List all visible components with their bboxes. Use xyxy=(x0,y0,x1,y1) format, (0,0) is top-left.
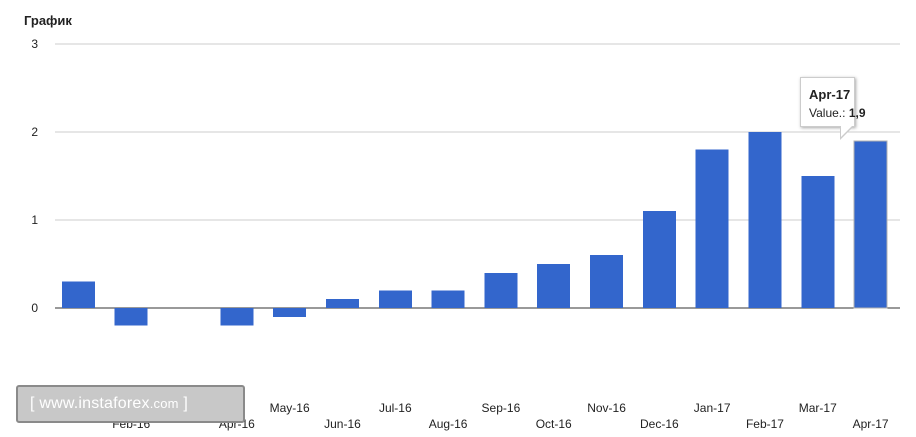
bar-apr-17 xyxy=(853,140,888,309)
x-tick-label: Oct-16 xyxy=(536,417,572,431)
watermark-bracket-close: ] xyxy=(183,395,189,412)
bar-dec-16 xyxy=(642,211,676,308)
x-tick-label: Aug-16 xyxy=(429,417,468,431)
bar-mar-17 xyxy=(801,176,835,308)
watermark-text: www.instaforex xyxy=(39,395,150,412)
x-tick-label: Apr-17 xyxy=(853,417,889,431)
bar-jun-16 xyxy=(325,299,359,308)
bar-jul-16 xyxy=(378,290,412,308)
watermark-bracket-open: [ xyxy=(30,395,35,412)
watermark-logo: [ www.instaforex.com ] xyxy=(16,385,245,423)
tooltip-pointer-inner xyxy=(841,125,853,137)
y-tick-label: 1 xyxy=(31,213,38,227)
bar-feb-17 xyxy=(748,132,782,308)
bar-aug-16 xyxy=(431,290,465,308)
bar-feb-16 xyxy=(114,308,148,326)
bar-jan-17 xyxy=(695,149,729,308)
tooltip: Apr-17 Value.: 1,9 xyxy=(800,77,866,127)
bar-jan-16 xyxy=(61,281,95,308)
chart-title: График xyxy=(24,13,72,28)
bar-oct-16 xyxy=(537,264,571,308)
x-tick-label: Jun-16 xyxy=(324,417,361,431)
y-tick-label: 3 xyxy=(31,37,38,51)
tooltip-value: 1,9 xyxy=(848,106,866,120)
tooltip-title: Apr-17 xyxy=(809,87,851,102)
x-tick-label: Jan-17 xyxy=(694,401,731,415)
tooltip-label: Value.: xyxy=(809,106,846,120)
x-tick-label: Dec-16 xyxy=(640,417,679,431)
x-tick-label: Feb-17 xyxy=(746,417,784,431)
watermark-domain: .com xyxy=(149,396,179,411)
y-tick-label: 0 xyxy=(31,301,38,315)
tooltip-row: Value.: 1,9 xyxy=(809,106,866,120)
bar-apr-16 xyxy=(220,308,254,326)
bar-may-16 xyxy=(273,308,307,317)
x-tick-label: Jul-16 xyxy=(379,401,412,415)
x-tick-label: Nov-16 xyxy=(587,401,626,415)
x-tick-label: May-16 xyxy=(270,401,310,415)
bar-nov-16 xyxy=(590,255,624,308)
bar-sep-16 xyxy=(484,272,518,308)
y-tick-label: 2 xyxy=(31,125,38,139)
x-tick-label: Sep-16 xyxy=(482,401,521,415)
x-tick-label: Mar-17 xyxy=(799,401,837,415)
